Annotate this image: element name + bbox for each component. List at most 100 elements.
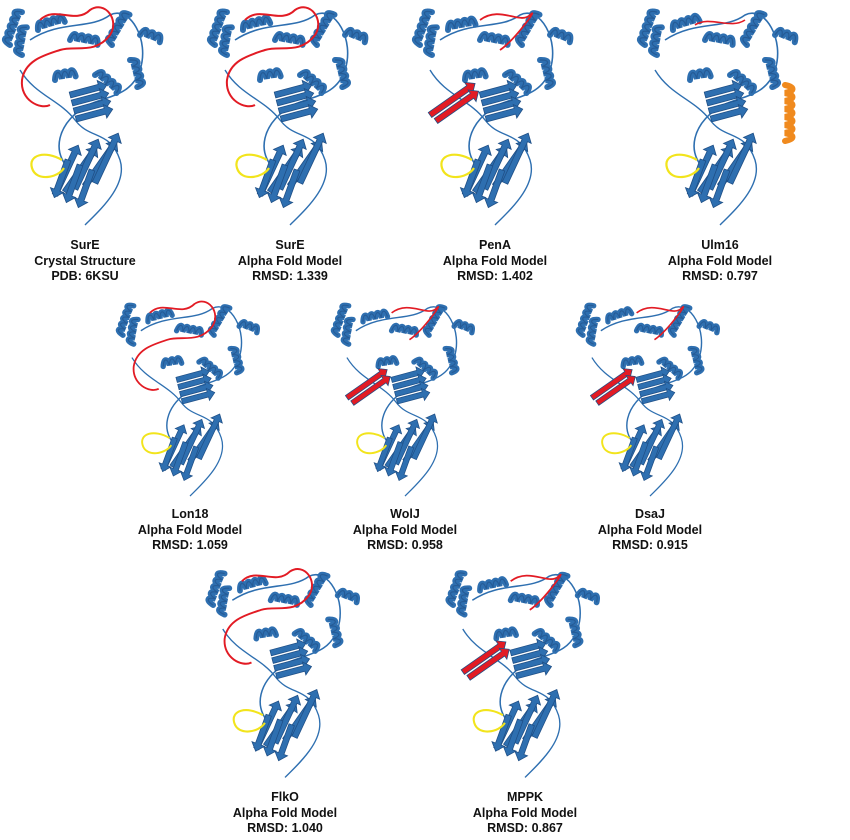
beta-strand-arrow [514,723,535,762]
helix-ribbon [309,10,338,48]
helix-ribbon [253,626,279,642]
helix-ribbon [656,356,683,381]
helix-ribbon [115,302,137,338]
helix-ribbon [196,356,223,381]
beta-strand-arrow [179,380,214,398]
structure-metric: RMSD: 1.339 [252,269,328,283]
beta-strand-arrow [637,373,672,391]
yellow-loop [665,153,700,179]
beta-strand-arrow [72,95,112,115]
beta-strand-arrow [262,718,284,757]
structure-source: Alpha Fold Model [472,805,578,820]
beta-strand-arrow [511,645,549,664]
structure-metric: RMSD: 0.797 [682,269,758,283]
beta-strand-arrow [395,387,431,405]
structure-metric: RMSD: 0.958 [367,538,443,552]
protein-structure-image [1,6,164,226]
helix-ribbon [687,345,705,376]
helix-ribbon [462,67,489,83]
helix-ribbon [456,585,473,618]
beta-strand-arrow [411,413,438,461]
helix-ribbon [727,69,757,96]
beta-strand-arrow [684,158,707,199]
coil-path [131,357,224,497]
beta-strand-arrow [273,653,311,672]
helix-ribbon [514,10,543,48]
red-loop [636,306,684,341]
structure-source: Alpha Fold Model [597,522,703,537]
helix-ribbon [137,26,164,46]
helix-ribbon [565,616,584,649]
beta-strand-arrow [509,638,547,657]
protein-name: FlkO [271,790,299,804]
helix-ribbon [304,571,331,608]
beta-strand-arrow [703,79,743,99]
beta-strand-arrow [433,89,480,125]
helix-ribbon [422,304,448,338]
structure-source: Alpha Fold Model [137,522,243,537]
beta-strand-arrow [531,688,561,739]
structure-metric: RMSD: 1.040 [247,821,323,835]
helix-ribbon [502,69,532,96]
helix-ribbon [477,576,509,594]
beta-strand-arrow [251,713,272,752]
beta-strand-arrow [392,373,427,391]
beta-strand-arrow [466,647,510,681]
beta-strand-arrow [482,95,522,115]
helix-ribbon [739,10,768,48]
helix-ribbon [332,56,351,91]
red-loop [391,306,439,341]
helix-ribbon [334,587,360,606]
protein-name: DsaJ [635,507,665,521]
helix-ribbon [160,355,185,370]
helix-ribbon [173,322,204,338]
coil-path [222,628,321,778]
helix-ribbon [342,26,369,46]
helix-ribbon [34,13,68,33]
yellow-loop [30,153,65,179]
helix-ribbon [762,56,781,91]
helix-ribbon [330,302,352,338]
protein-name: MPPK [506,790,544,804]
helix-ribbon [218,24,235,58]
helix-ribbon [92,69,122,96]
helix-ribbon [360,308,391,325]
beta-strand-arrow [394,445,415,482]
beta-strand-arrow [589,368,633,401]
helix-ribbon [442,345,460,376]
helix-ribbon [667,304,693,338]
panel-caption: SurE Crystal Structure PDB: 6KSU [0,238,190,285]
helix-ribbon [104,10,133,48]
helix-ribbon [687,67,714,83]
panel-sure-alphafold: SurE Alpha Fold Model RMSD: 1.339 [205,0,375,283]
beta-strand-arrow [635,366,670,383]
panel-caption: Ulm16 Alpha Fold Model RMSD: 0.797 [615,238,825,285]
beta-strand-arrow [481,138,512,191]
beta-strand-arrow [656,413,683,461]
yellow-loop [440,153,475,179]
helix-ribbon [669,12,703,33]
protein-structure-image [330,302,475,497]
beta-strand-arrow [175,366,210,383]
beta-strand-arrow [471,163,494,204]
red-loop [132,300,217,391]
beta-strand-arrow [275,87,315,107]
panel-ulm16: Ulm16 Alpha Fold Model RMSD: 0.797 [635,0,805,283]
beta-strand-arrow [274,723,295,762]
panel-caption: PenA Alpha Fold Model RMSD: 1.402 [390,238,600,285]
beta-strand-arrow [61,163,84,204]
helix-ribbon [702,31,736,48]
protein-name: Lon18 [171,507,209,521]
structure-source: Crystal Structure [34,253,136,268]
protein-structure-image [411,8,574,226]
coil-path [654,69,758,226]
beta-strand-arrow [512,694,542,745]
beta-strand-arrow [279,103,319,123]
helix-ribbon [493,626,519,642]
beta-strand-arrow [480,87,520,107]
helix-ribbon [325,616,344,649]
helix-ribbon [633,322,664,338]
protein-name: Ulm16 [701,238,739,252]
helix-ribbon [240,14,274,33]
helix-ribbon [411,356,438,381]
